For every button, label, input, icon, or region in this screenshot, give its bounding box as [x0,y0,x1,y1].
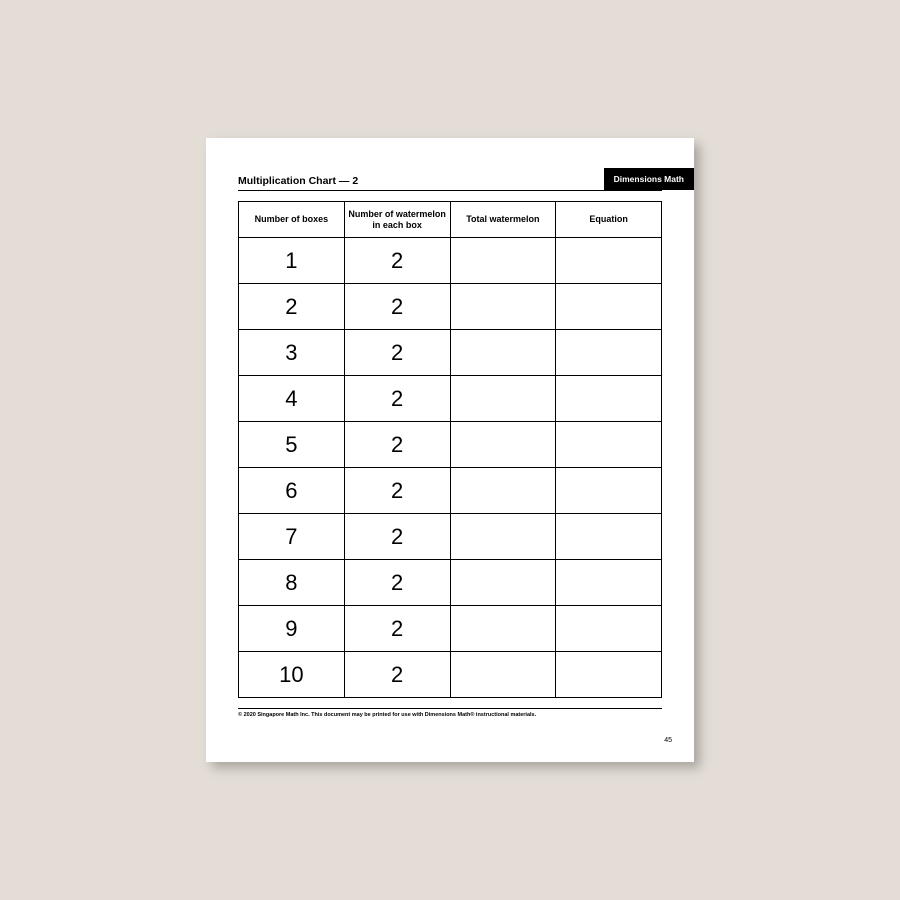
table-row: 1 2 [239,238,662,284]
table-row: 9 2 [239,606,662,652]
table-row: 10 2 [239,652,662,698]
table-row: 5 2 [239,422,662,468]
table-row: 4 2 [239,376,662,422]
cell: 6 [239,468,345,514]
worksheet-page: Multiplication Chart — 2 Dimensions Math… [206,138,694,762]
cell: 2 [344,468,450,514]
cell [556,652,662,698]
table-row: 6 2 [239,468,662,514]
cell: 1 [239,238,345,284]
cell [450,468,556,514]
brand-badge: Dimensions Math [604,168,694,190]
page-title: Multiplication Chart — 2 [238,175,358,187]
col-header: Total watermelon [450,202,556,238]
header: Multiplication Chart — 2 Dimensions Math [238,168,662,191]
cell: 7 [239,514,345,560]
cell [450,652,556,698]
cell [450,422,556,468]
col-header: Number of watermelon in each box [344,202,450,238]
table-header-row: Number of boxes Number of watermelon in … [239,202,662,238]
cell: 10 [239,652,345,698]
cell: 2 [344,376,450,422]
cell [556,514,662,560]
cell [556,468,662,514]
cell: 5 [239,422,345,468]
multiplication-table: Number of boxes Number of watermelon in … [238,201,662,698]
table-row: 7 2 [239,514,662,560]
cell: 2 [344,514,450,560]
cell: 2 [344,330,450,376]
cell: 3 [239,330,345,376]
cell [450,376,556,422]
cell [556,284,662,330]
footer-rule [238,708,662,709]
cell [556,376,662,422]
table-row: 2 2 [239,284,662,330]
cell: 4 [239,376,345,422]
cell: 2 [344,238,450,284]
cell: 2 [239,284,345,330]
cell [556,330,662,376]
cell [450,284,556,330]
table-body: 1 2 2 2 3 2 4 2 [239,238,662,698]
cell [450,330,556,376]
cell: 9 [239,606,345,652]
table-row: 3 2 [239,330,662,376]
col-header: Number of boxes [239,202,345,238]
cell [450,606,556,652]
cell: 2 [344,422,450,468]
cell: 2 [344,606,450,652]
cell [556,238,662,284]
table-row: 8 2 [239,560,662,606]
cell: 8 [239,560,345,606]
copyright-footer: © 2020 Singapore Math Inc. This document… [238,712,662,718]
cell [556,560,662,606]
cell [556,606,662,652]
page-number: 45 [664,737,672,744]
cell: 2 [344,560,450,606]
cell [450,514,556,560]
cell [450,560,556,606]
cell [556,422,662,468]
col-header: Equation [556,202,662,238]
cell: 2 [344,652,450,698]
cell [450,238,556,284]
cell: 2 [344,284,450,330]
